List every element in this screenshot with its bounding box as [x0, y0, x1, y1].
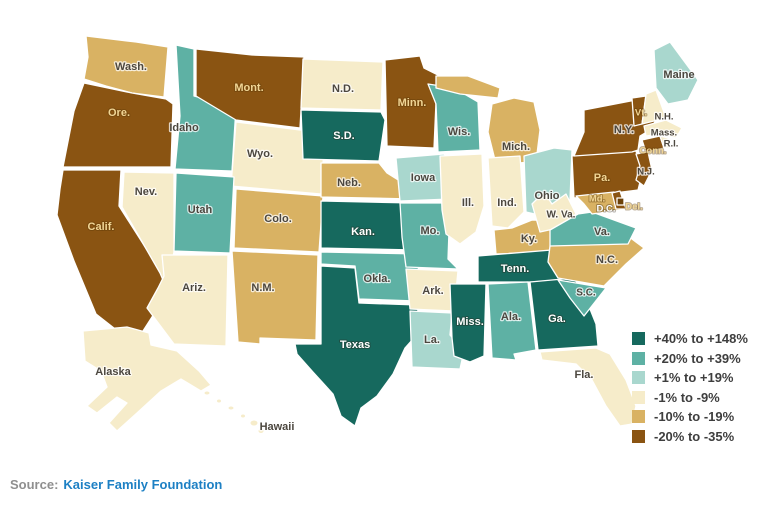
- state-nh[interactable]: [641, 89, 667, 125]
- legend-swatch-2: [632, 371, 645, 384]
- legend-item-0: +40% to +148%: [632, 332, 748, 345]
- state-me[interactable]: [653, 41, 699, 105]
- state-fl[interactable]: [539, 347, 637, 427]
- state-va[interactable]: [549, 211, 637, 247]
- source-label: Source:: [10, 477, 59, 492]
- legend-swatch-1: [632, 351, 645, 365]
- state-in[interactable]: [487, 155, 525, 229]
- state-az[interactable]: [146, 254, 229, 347]
- state-hi[interactable]: [203, 390, 265, 434]
- legend-item-3: -1% to -9%: [632, 389, 748, 405]
- state-mi_up[interactable]: [435, 75, 501, 99]
- state-ma[interactable]: [643, 119, 683, 139]
- state-co[interactable]: [233, 188, 324, 253]
- state-sc[interactable]: [557, 279, 607, 317]
- legend-label-5: -20% to -35%: [654, 428, 735, 444]
- legend-item-5: -20% to -35%: [632, 428, 748, 444]
- state-label-hi: Hawaii: [260, 421, 295, 433]
- state-tx[interactable]: [294, 265, 422, 427]
- legend-swatch-3: [632, 390, 645, 404]
- state-sd[interactable]: [300, 109, 386, 162]
- legend-label-2: +1% to +19%: [654, 370, 734, 385]
- state-ms[interactable]: [449, 283, 487, 363]
- state-or[interactable]: [62, 82, 174, 168]
- legend-swatch-5: [632, 429, 645, 443]
- state-al[interactable]: [487, 281, 537, 361]
- source-line: Source: Kaiser Family Foundation: [10, 477, 222, 492]
- legend-item-1: +20% to +39%: [632, 350, 748, 366]
- state-dc[interactable]: [616, 197, 625, 206]
- state-nd[interactable]: [300, 58, 384, 111]
- legend-label-1: +20% to +39%: [654, 350, 741, 366]
- legend-label-3: -1% to -9%: [654, 389, 720, 405]
- state-ak[interactable]: [82, 326, 212, 432]
- source-link[interactable]: Kaiser Family Foundation: [63, 477, 223, 492]
- legend-swatch-0: [632, 332, 645, 345]
- state-ri[interactable]: [659, 135, 671, 149]
- state-mi[interactable]: [487, 97, 541, 165]
- legend-item-2: +1% to +19%: [632, 371, 748, 384]
- state-nm[interactable]: [231, 250, 319, 345]
- legend-label-4: -10% to -19%: [654, 409, 735, 424]
- state-id[interactable]: [174, 44, 237, 172]
- legend-item-4: -10% to -19%: [632, 410, 748, 423]
- legend-swatch-4: [632, 410, 645, 423]
- state-ut[interactable]: [173, 172, 235, 254]
- legend-label-0: +40% to +148%: [654, 331, 748, 346]
- state-label-de: Del.: [625, 201, 642, 212]
- legend: +40% to +148% +20% to +39% +1% to +19% -1% …: [632, 332, 748, 449]
- state-il[interactable]: [439, 153, 485, 245]
- state-mt[interactable]: [195, 48, 305, 129]
